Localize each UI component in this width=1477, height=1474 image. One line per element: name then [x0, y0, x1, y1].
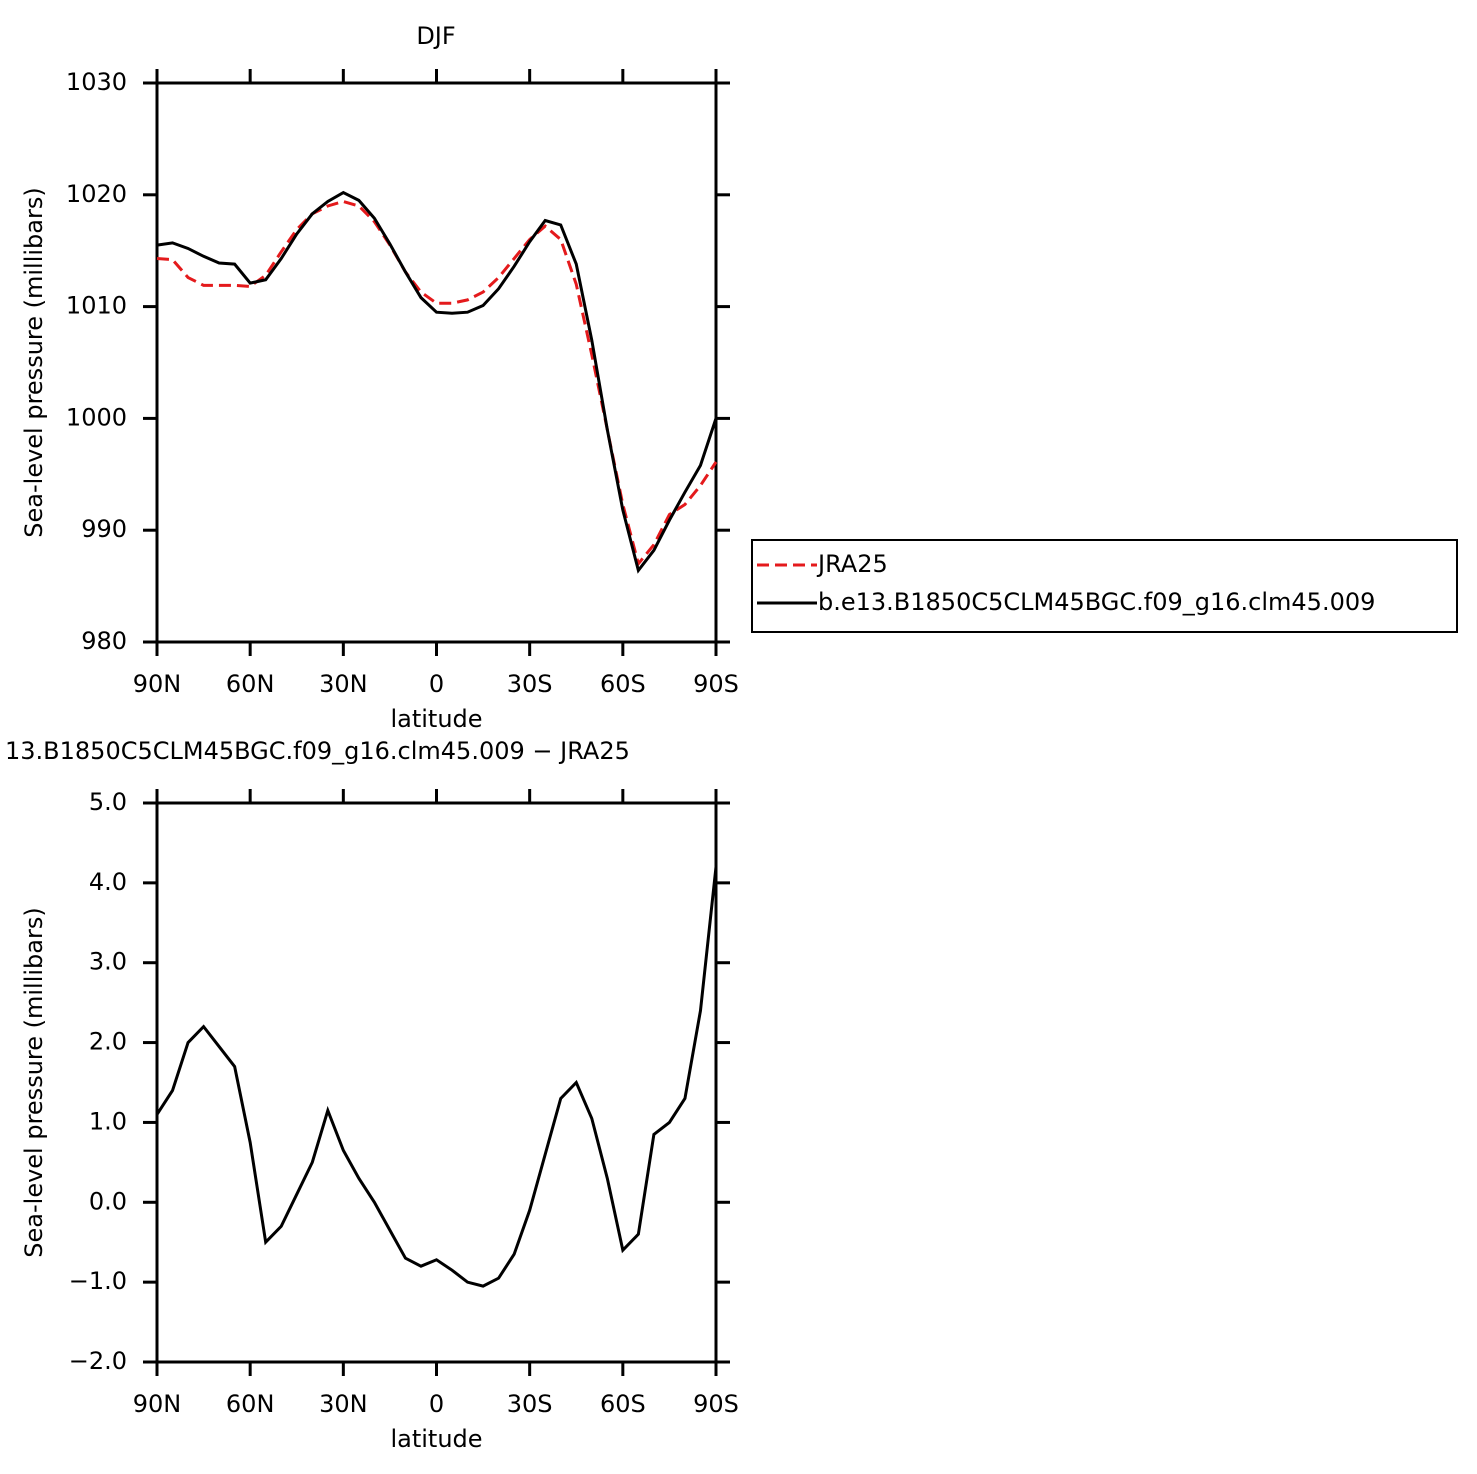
legend-label: b.e13.B1850C5CLM45BGC.f09_g16.clm45.009: [818, 588, 1375, 616]
legend-label: JRA25: [816, 550, 888, 578]
x-tick-label: 90N: [133, 1390, 182, 1418]
x-tick-label: 90S: [693, 1390, 739, 1418]
plot-frame: [155, 81, 718, 644]
data-line: [156, 190, 718, 574]
y-tick-label: 1020: [66, 180, 127, 208]
x-axis-label: latitude: [390, 1425, 482, 1453]
x-tick-label: 0: [429, 670, 444, 698]
x-tick-label: 0: [429, 1390, 444, 1418]
y-tick-label: −1.0: [69, 1267, 127, 1295]
y-tick-label: 1000: [66, 403, 127, 431]
y-tick-label: 990: [81, 515, 127, 543]
x-tick-label: 30S: [507, 1390, 553, 1418]
y-tick-label: 980: [81, 627, 127, 655]
y-tick-label: 3.0: [89, 948, 127, 976]
y-tick-label: −2.0: [69, 1347, 127, 1375]
x-tick-label: 30N: [319, 670, 368, 698]
y-tick-label: 1030: [66, 68, 127, 96]
chart-title: 13.B1850C5CLM45BGC.f09_g16.clm45.009 − J…: [5, 737, 630, 765]
x-axis-label: latitude: [390, 705, 482, 733]
x-tick-label: 30S: [507, 670, 553, 698]
chart-title: DJF: [416, 22, 455, 50]
x-tick-label: 60S: [600, 1390, 646, 1418]
y-tick-label: 2.0: [89, 1028, 127, 1056]
data-line: [156, 199, 718, 567]
x-tick-label: 30N: [319, 1390, 368, 1418]
x-tick-label: 60N: [226, 670, 275, 698]
y-tick-label: 0.0: [89, 1187, 127, 1215]
x-tick-label: 90N: [133, 670, 182, 698]
data-line: [155, 866, 718, 1288]
x-tick-label: 60N: [226, 1390, 275, 1418]
x-tick-label: 90S: [693, 670, 739, 698]
y-tick-label: 1010: [66, 292, 127, 320]
y-axis-label: Sea-level pressure (millibars): [20, 187, 48, 537]
y-tick-label: 1.0: [89, 1107, 127, 1135]
legend-box: [751, 539, 1458, 633]
y-tick-label: 4.0: [89, 868, 127, 896]
y-axis-label: Sea-level pressure (millibars): [20, 907, 48, 1257]
x-tick-label: 60S: [600, 670, 646, 698]
plot-frame: [155, 801, 718, 1364]
y-tick-label: 5.0: [89, 788, 127, 816]
